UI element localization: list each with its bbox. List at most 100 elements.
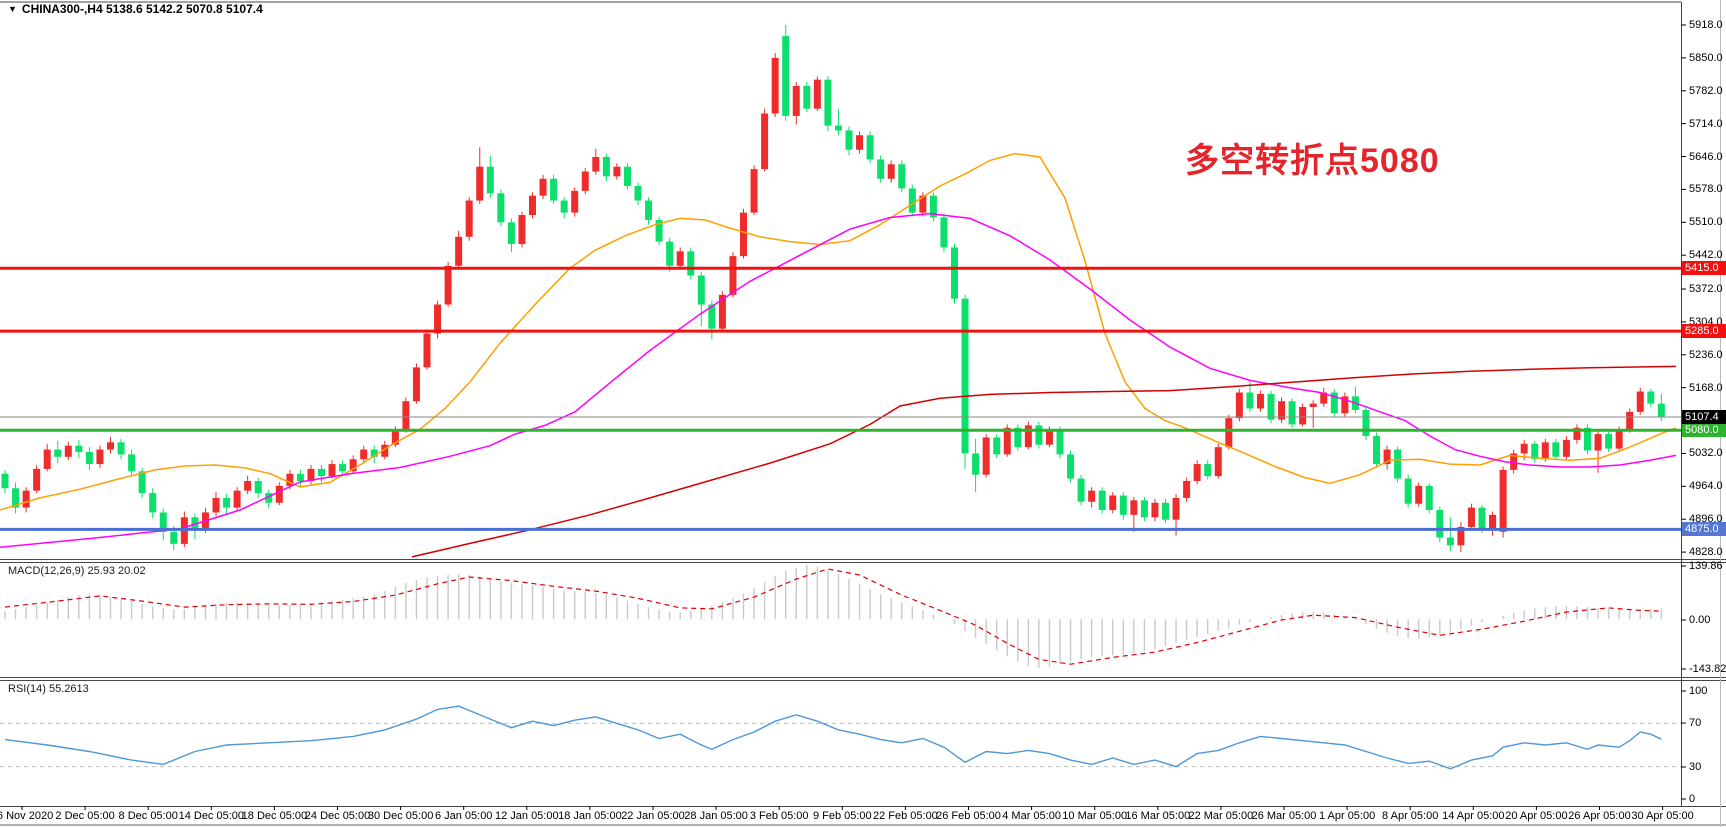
time-axis-label: 26 Nov 2020 [0,810,54,822]
candle-body [1056,430,1064,455]
candle-body [1636,391,1644,412]
candle-body [1,473,9,489]
candle-body [1520,443,1528,454]
candle-body [655,219,663,242]
symbol-title[interactable]: ▼ CHINA300-,H4 5138.6 5142.2 5070.8 5107.… [8,2,263,16]
candle-body [233,490,241,508]
price-tick-label: 4828.0 [1689,546,1723,559]
time-axis-label: 26 Apr 05:00 [1568,810,1631,822]
candle-body [919,195,927,213]
candle-body [1204,464,1212,477]
candle-body [550,178,558,201]
annotation-text: 多空转折点5080 [1185,142,1440,180]
candle-body [740,212,747,257]
candle-body [486,166,494,194]
candle-body [834,125,842,131]
candle-body [1151,502,1159,518]
candle-body [265,493,273,503]
time-axis-label: 6 Jan 05:00 [434,810,493,822]
candle-body [381,444,389,457]
candle-body [96,449,104,465]
time-axis-label: 22 Jan 05:00 [621,810,685,822]
candle-body [1341,396,1349,414]
candle-body [349,459,357,472]
candle-body [1172,497,1180,520]
time-axis-label: 3 Feb 05:00 [749,810,809,822]
rsi-tick-label: 70 [1689,717,1702,729]
candle-body [1489,514,1497,530]
candle-body [412,367,420,402]
candle-body [1404,478,1412,504]
candle-body [244,480,252,491]
candle-body [191,517,199,530]
candle-body [729,256,737,295]
candle-body [107,442,114,450]
candle-body [856,135,864,150]
candle-body [1278,401,1286,420]
candle-body [75,445,83,452]
candle-body [1478,507,1486,530]
candle-body [845,130,853,150]
time-axis-label: 2 Dec 05:00 [55,810,115,822]
time-axis-label: 1 Apr 05:00 [1318,810,1376,822]
candle-body [1119,495,1127,515]
candle-body [666,241,674,266]
candle-body [318,468,325,477]
candle-body [792,85,800,116]
price-tick-label: 4896.0 [1689,513,1723,526]
candle-body [1214,447,1222,477]
candle-body [1436,510,1444,538]
candle-body [1457,526,1465,546]
candle-body [1067,454,1075,479]
candle-body [571,190,579,213]
candle-body [1584,427,1591,451]
candle-body [307,468,315,481]
candle-body [581,171,589,191]
time-axis-label: 12 Jan 05:00 [494,810,559,822]
candle-body [1383,449,1391,465]
candle-body [750,169,758,213]
candle-body [1605,434,1613,449]
candle-body [1183,480,1191,498]
candle-body [455,236,463,266]
candle-body [824,79,832,126]
candle-body [761,113,769,170]
time-axis-label: 8 Apr 05:00 [1382,810,1439,822]
rsi-tick-label: 30 [1689,761,1702,773]
price-tick-label: 5782.0 [1689,84,1723,97]
price-tick-label: 5714.0 [1689,117,1723,130]
candle-body [1531,443,1539,460]
candle-body [771,57,779,114]
rsi-line [4,705,1662,770]
candle-body [296,473,304,481]
candle-body [1045,430,1053,445]
candle-body [1330,392,1338,414]
candle-body [1467,507,1475,527]
candle-body [391,430,399,445]
time-axis-label: 14 Apr 05:00 [1442,810,1505,822]
candle-body [328,464,336,477]
time-axis-label: 22 Feb 05:00 [872,810,938,822]
candle-body [423,333,431,368]
candle-body [1130,500,1138,515]
time-axis-label: 24 Dec 05:00 [304,810,371,822]
candle-body [1225,418,1233,448]
candle-body [1162,502,1169,520]
chevron-down-icon[interactable]: ▼ [8,4,17,14]
candle-body [1562,439,1570,457]
time-axis-label: 30 Apr 05:00 [1631,810,1694,822]
candle-body [128,454,136,472]
candle-body [1362,409,1370,437]
candle-body [1267,393,1275,420]
candle-body [1573,427,1581,440]
candle-body [898,164,906,189]
price-tick-label: 5646.0 [1689,150,1723,163]
candle-body [708,304,716,329]
candle-body [539,178,547,196]
candle-body [1098,490,1106,511]
candle-body [982,437,990,475]
candle-body [159,512,167,532]
time-axis-label: 28 Jan 05:00 [684,810,748,822]
candle-body [85,451,93,465]
